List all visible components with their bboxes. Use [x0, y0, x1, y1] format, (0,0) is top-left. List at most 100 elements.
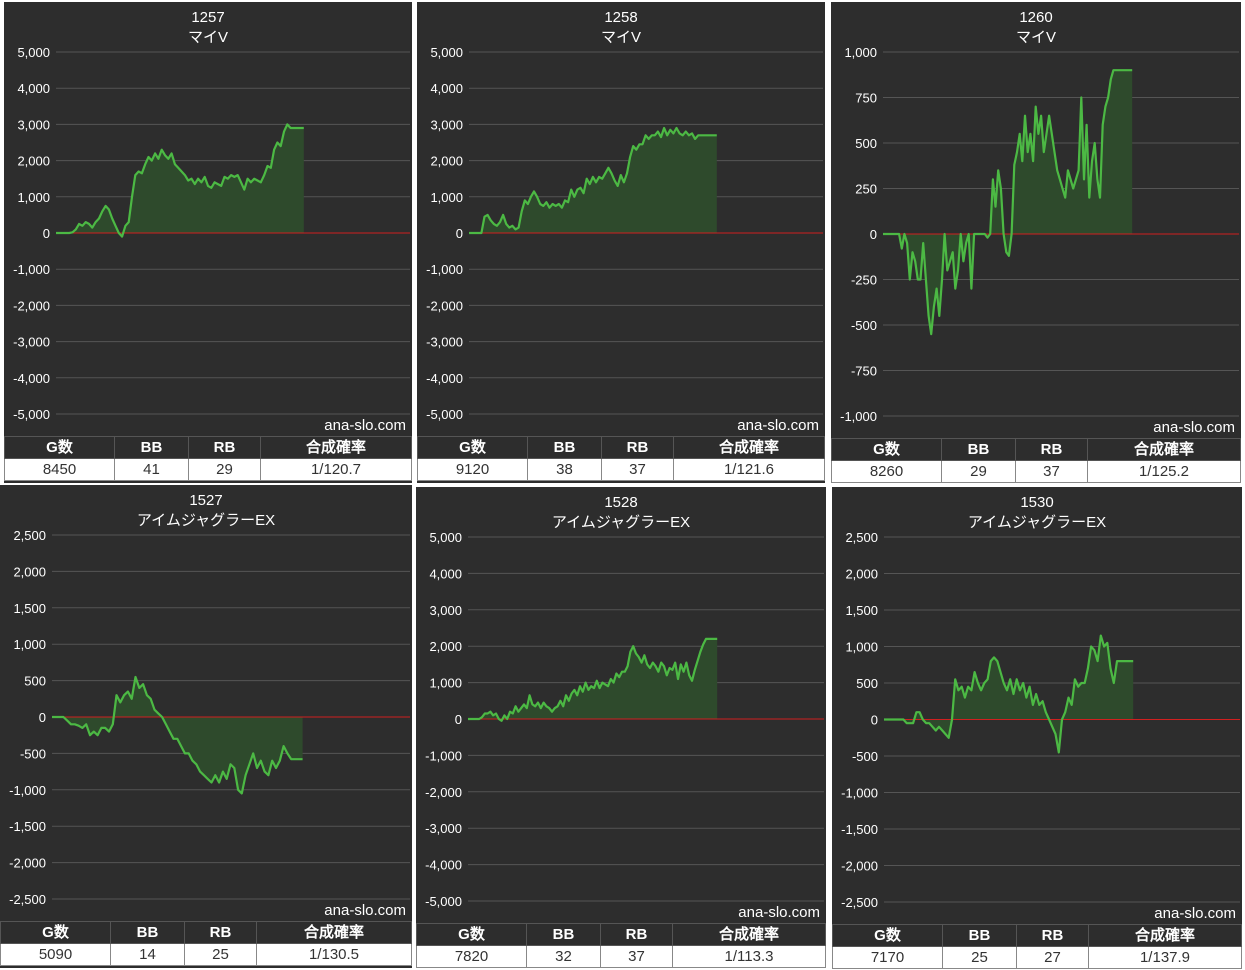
chart-machine-number: 1530 [1020, 494, 1053, 511]
stats-table-1528: G数 BB RB 合成確率 7820 32 37 1/113.3 [416, 923, 826, 968]
chart-model-name: アイムジャグラーEX [552, 514, 690, 531]
value-combined: 1/113.3 [672, 945, 826, 968]
chart-panel-1527: 1527 アイムジャグラーEX 2,500 2,000 1,500 1,000 500 0 -5… [0, 485, 412, 968]
stats-table-1260: G数 BB RB 合成確率 8260 29 37 1/125.2 [831, 438, 1241, 483]
value-bb: 14 [110, 943, 185, 966]
watermark: ana-slo.com [737, 417, 819, 434]
y-tick-label: 0 [455, 712, 462, 727]
value-games: 7170 [832, 946, 943, 969]
header-games: G数 [831, 438, 942, 461]
value-games: 8450 [4, 458, 115, 481]
y-tick-label: -5,000 [13, 407, 50, 422]
y-tick-label: 4,000 [429, 566, 462, 581]
y-tick-label: 2,000 [13, 564, 46, 579]
y-tick-label: -1,500 [841, 822, 878, 837]
header-combined: 合成確率 [673, 436, 825, 459]
chart-machine-number: 1527 [189, 492, 222, 509]
chart-model-name: アイムジャグラーEX [968, 514, 1106, 531]
y-tick-label: 1,000 [430, 190, 463, 205]
chart-model-name: マイV [188, 29, 228, 46]
value-games: 5090 [0, 943, 111, 966]
y-tick-label: -1,000 [426, 262, 463, 277]
y-tick-label: 1,000 [17, 190, 50, 205]
y-tick-label: -3,000 [426, 335, 463, 350]
y-tick-label: -2,000 [9, 856, 46, 871]
slot-chart-1530: 1530 アイムジャグラーEX 2,500 2,000 1,500 1,000 500 0 -5… [841, 494, 1240, 922]
y-tick-label: 0 [456, 226, 463, 241]
value-games: 8260 [831, 460, 942, 483]
y-tick-label: 2,500 [845, 530, 878, 545]
y-tick-label: 250 [855, 182, 877, 197]
y-tick-label: 0 [39, 710, 46, 725]
header-rb: RB [1016, 924, 1089, 947]
y-tick-label: -2,500 [9, 892, 46, 907]
y-tick-label: 5,000 [17, 45, 50, 60]
chart-panel-1257: 1257 マイV 5,000 4,000 3,000 2,000 1,000 0 -1,000 -… [4, 2, 412, 483]
value-games: 9120 [417, 458, 528, 481]
y-tick-label: 3,000 [429, 603, 462, 618]
header-rb: RB [601, 436, 674, 459]
chart-panel-1260: 1260 マイV 1,000 750 500 250 0 -250 -500 -750 -1,000… [831, 2, 1241, 483]
y-tick-label: -1,000 [9, 783, 46, 798]
y-tick-label: -2,000 [841, 859, 878, 874]
value-games: 7820 [416, 945, 527, 968]
value-combined: 1/137.9 [1088, 946, 1242, 969]
y-tick-label: 2,000 [429, 639, 462, 654]
y-tick-label: 5,000 [429, 530, 462, 545]
header-games: G数 [832, 924, 943, 947]
header-games: G数 [416, 923, 527, 946]
value-rb: 27 [1016, 946, 1089, 969]
chart-model-name: マイV [601, 29, 641, 46]
chart-panel-1530: 1530 アイムジャグラーEX 2,500 2,000 1,500 1,000 500 0 -5… [832, 487, 1242, 969]
stats-table-1258: G数 BB RB 合成確率 9120 38 37 1/121.6 [417, 436, 825, 481]
value-combined: 1/121.6 [673, 458, 825, 481]
y-tick-label: -500 [851, 318, 877, 333]
chart-machine-number: 1257 [191, 9, 224, 26]
header-rb: RB [600, 923, 673, 946]
y-tick-label: -1,000 [840, 409, 877, 424]
y-tick-label: -1,000 [13, 262, 50, 277]
value-rb: 25 [184, 943, 257, 966]
header-games: G数 [417, 436, 528, 459]
header-bb: BB [527, 436, 602, 459]
chart-model-name: マイV [1016, 29, 1056, 46]
header-bb: BB [114, 436, 189, 459]
value-rb: 37 [600, 945, 673, 968]
y-tick-label: 2,500 [13, 528, 46, 543]
series-area [883, 70, 1133, 335]
chart-machine-number: 1528 [604, 494, 637, 511]
y-tick-label: 3,000 [430, 117, 463, 132]
header-combined: 合成確率 [260, 436, 412, 459]
series-line [883, 69, 1133, 336]
header-combined: 合成確率 [256, 921, 412, 944]
y-tick-label: -5,000 [425, 894, 462, 909]
y-tick-label: 5,000 [430, 45, 463, 60]
y-tick-label: -4,000 [426, 371, 463, 386]
stats-table-1257: G数 BB RB 合成確率 8450 41 29 1/120.7 [4, 436, 412, 481]
y-tick-label: 1,000 [845, 640, 878, 655]
value-bb: 25 [942, 946, 1017, 969]
chart-model-name: アイムジャグラーEX [137, 512, 275, 529]
y-tick-label: 1,500 [13, 601, 46, 616]
value-rb: 29 [188, 458, 261, 481]
header-rb: RB [1015, 438, 1088, 461]
y-tick-label: 2,000 [17, 154, 50, 169]
y-tick-label: -3,000 [425, 821, 462, 836]
header-bb: BB [941, 438, 1016, 461]
y-tick-label: -500 [852, 749, 878, 764]
value-bb: 38 [527, 458, 602, 481]
series-line [56, 123, 304, 238]
header-bb: BB [110, 921, 185, 944]
y-tick-label: -5,000 [426, 407, 463, 422]
y-tick-label: 3,000 [17, 117, 50, 132]
value-combined: 1/125.2 [1087, 460, 1241, 483]
header-bb: BB [526, 923, 601, 946]
y-tick-label: 2,000 [845, 567, 878, 582]
slot-chart-1260: 1260 マイV 1,000 750 500 250 0 -250 -500 -750 -1,000… [840, 9, 1239, 436]
y-tick-label: -1,000 [841, 786, 878, 801]
value-bb: 41 [114, 458, 189, 481]
value-bb: 32 [526, 945, 601, 968]
y-tick-label: -2,500 [841, 895, 878, 910]
y-tick-label: 0 [43, 226, 50, 241]
header-rb: RB [184, 921, 257, 944]
